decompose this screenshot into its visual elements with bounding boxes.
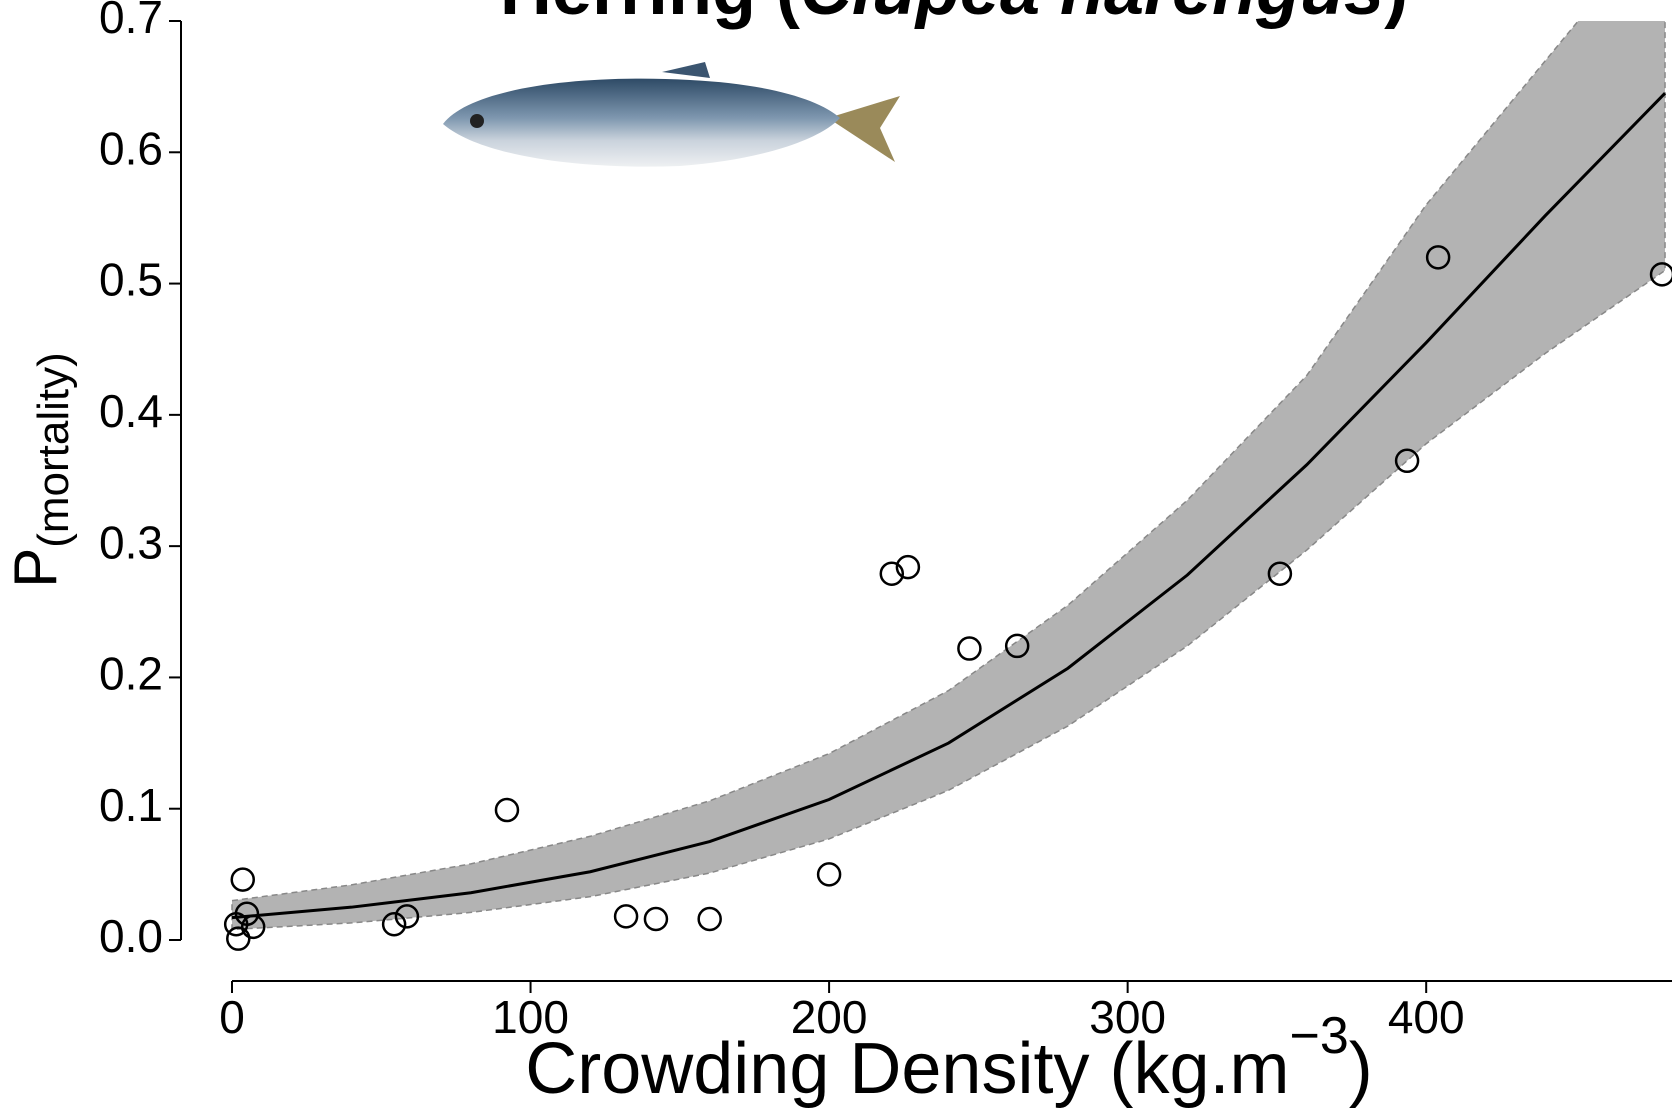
data-point <box>226 926 251 951</box>
data-point <box>895 554 921 580</box>
fish-illustration <box>443 62 900 167</box>
y-tick-label: 0.2 <box>99 648 163 700</box>
y-tick-label: 0.7 <box>99 0 163 43</box>
x-tick-label: 100 <box>492 991 569 1043</box>
data-point <box>494 797 520 823</box>
y-tick-label: 0.1 <box>99 779 163 831</box>
title-part: ) <box>1384 0 1408 30</box>
data-point <box>394 904 420 929</box>
x-tick-label: 300 <box>1089 991 1166 1043</box>
title-part: Clupea harengus <box>800 0 1384 30</box>
data-point <box>1004 633 1030 659</box>
y-tick-label: 0.0 <box>99 910 163 962</box>
title-part: Herring ( <box>500 0 800 30</box>
x-tick-label: 200 <box>791 991 868 1043</box>
data-point <box>957 636 982 661</box>
chart-title: Herring (Clupea harengus) <box>500 0 1408 30</box>
data-point <box>230 867 255 892</box>
data-point <box>240 914 266 940</box>
data-point <box>1394 448 1420 474</box>
y-tick-label: 0.5 <box>99 254 163 306</box>
y-label-main: P <box>2 548 69 588</box>
data-point <box>697 906 722 932</box>
data-point <box>1425 245 1451 270</box>
y-axis-label: P(mortality) <box>2 352 78 588</box>
y-tick-label: 0.6 <box>99 122 163 174</box>
y-tick-label: 0.3 <box>99 516 163 568</box>
data-point <box>879 561 905 586</box>
data-point <box>1649 262 1672 287</box>
x-label-main: Crowding Density (kg.m <box>525 1029 1289 1109</box>
plot-area <box>223 21 1672 951</box>
data-point <box>381 911 407 937</box>
data-point <box>643 906 669 932</box>
fit-line <box>231 92 1667 920</box>
y-label-sub: (mortality) <box>29 352 78 548</box>
y-tick-label: 0.4 <box>99 385 163 437</box>
data-point <box>1267 561 1293 586</box>
data-point <box>816 862 842 887</box>
x-label-sup: −3 <box>1289 1007 1348 1065</box>
x-tick-label: 400 <box>1388 991 1465 1043</box>
data-point <box>234 901 260 926</box>
x-tick-label: 0 <box>219 991 245 1043</box>
x-axis-label: Crowding Density (kg.m−3) <box>525 1007 1373 1109</box>
x-label-end: ) <box>1349 1029 1373 1109</box>
data-point <box>613 904 639 929</box>
confidence-band <box>231 21 1666 931</box>
